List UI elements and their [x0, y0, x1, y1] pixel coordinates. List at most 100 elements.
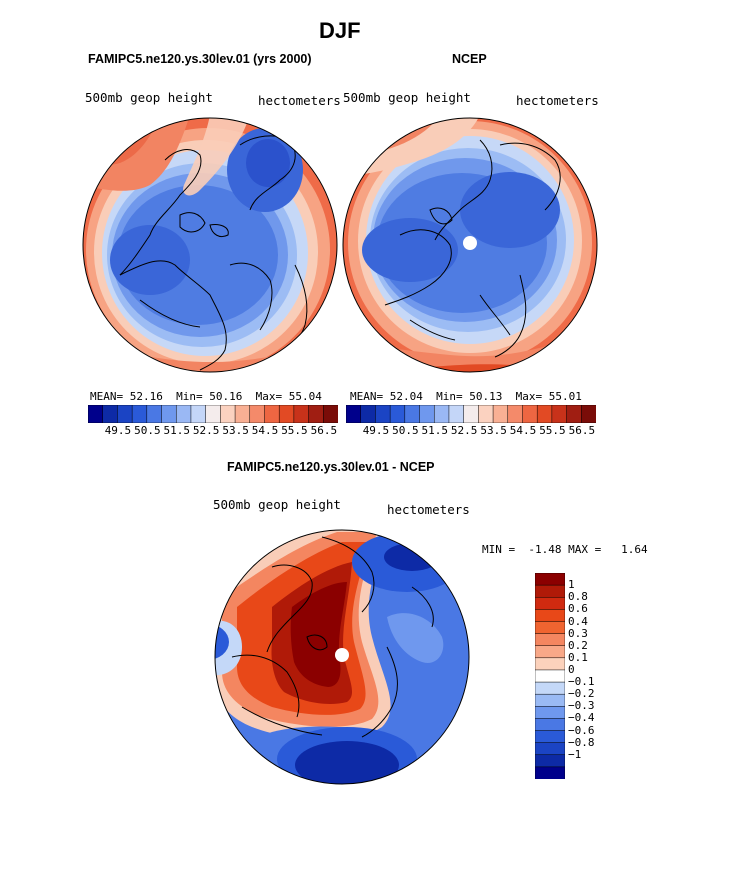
panel3-max-label: MAX = [568, 543, 602, 556]
panel1-colorbar-swatch [220, 405, 236, 423]
panel1-min-label: Min= [176, 390, 203, 403]
panel3-colorbar-tick-label: 0.8 [568, 590, 588, 604]
panel2-colorbar-swatch [463, 405, 479, 423]
panel3-colorbar [535, 573, 565, 779]
panel3-units-label: hectometers [387, 502, 470, 517]
panel1-field-label: 500mb geop height [85, 90, 213, 105]
panel2-colorbar-swatch [419, 405, 435, 423]
panel1-colorbar-swatch [146, 405, 163, 423]
panel3-colorbar-tick-label: 0 [568, 662, 575, 676]
panel2-colorbar-tick-label: 56.5 [568, 424, 596, 437]
panel2-colorbar-swatch [507, 405, 524, 423]
panel3-colorbar-tick-label: 0.1 [568, 650, 588, 664]
panel1-low-siberia-core [246, 139, 290, 187]
panel2-units-label: hectometers [516, 93, 599, 108]
panel2-colorbar-swatch [522, 405, 538, 423]
panel2-high-atlantic-core [380, 364, 560, 372]
panel2-colorbar-swatch [346, 405, 362, 423]
panel2-mean-value: 52.04 [389, 390, 423, 403]
panel2-colorbar-swatch [536, 405, 553, 423]
panel1-colorbar-ticks: 49.5 50.5 51.5 52.5 53.5 54.5 55.5 56.5 [88, 424, 348, 438]
panel2-colorbar-tick-label: 52.5 [450, 424, 478, 437]
panel1-colorbar-tick-label: 55.5 [281, 424, 308, 437]
panel1-colorbar-tick-label: 53.5 [222, 424, 249, 437]
panel3-colorbar-tick-label: −1 [568, 747, 582, 761]
panel2-coastlines [384, 139, 561, 358]
panel3-title: FAMIPC5.ne120.ys.30lev.01 - NCEP [227, 460, 435, 474]
panel3-polar-map [214, 529, 470, 785]
panel3-colorbar-tick-label: 0.4 [568, 614, 588, 628]
panel1-colorbar-swatch [117, 405, 133, 423]
panel3-colorbar-tick-label: 0.3 [568, 626, 588, 640]
panel3-colorbar-swatch [535, 766, 565, 779]
panel3-colorbar-tick-label: −0.8 [568, 735, 595, 749]
panel3-colorbar-swatch [535, 742, 565, 756]
panel2-mean-label: MEAN= [350, 390, 384, 403]
panel1-min-value: 50.16 [209, 390, 243, 403]
panel1-colorbar-swatch [88, 405, 104, 423]
panel3-colorbar-tick-label: 0.2 [568, 638, 588, 652]
panel2-colorbar-tick-label: 51.5 [421, 424, 449, 437]
panel2-colorbar-swatch [581, 405, 596, 423]
panel3-pos-core [290, 582, 347, 687]
panel3-colorbar-swatch [535, 706, 565, 719]
panel2-low-canada [362, 218, 458, 282]
panel2-colorbar-tick-label: 49.5 [362, 424, 390, 437]
panel1-colorbar-swatch [308, 405, 324, 423]
panel3-colorbar-swatch [535, 621, 565, 635]
panel1-colorbar-swatch [205, 405, 221, 423]
panel3-colorbar-swatch [535, 645, 565, 659]
panel3-colorbar-tick-label: −0.3 [568, 699, 595, 713]
panel1-low-canada [110, 225, 190, 295]
panel3-colorbar-swatch [535, 730, 565, 744]
panel3-neg-europe-core [295, 741, 399, 784]
panel3-colorbar-tick-label: −0.1 [568, 675, 595, 689]
panel1-mean-label: MEAN= [90, 390, 124, 403]
panel3-colorbar-swatch [535, 633, 565, 647]
panel1-max-label: Max= [255, 390, 283, 403]
panel1-title: FAMIPC5.ne120.ys.30lev.01 (yrs 2000) [88, 52, 312, 66]
panel1-colorbar-swatch [264, 405, 280, 423]
panel3-colorbar-tick-label: 1 [568, 578, 575, 592]
panel3-colorbar-swatch [535, 693, 565, 707]
panel3-colorbar-swatch [535, 718, 565, 732]
panel2-colorbar-tick-label: 50.5 [392, 424, 419, 437]
panel3-colorbar-swatch [535, 669, 565, 683]
panel2-colorbar-swatch [360, 405, 376, 423]
panel3-pole-mask [335, 648, 349, 662]
panel1-colorbar-tick-label: 50.5 [134, 424, 161, 437]
panel3-coastlines [231, 536, 434, 738]
panel1-max-value: 55.04 [288, 390, 322, 403]
panel3-colorbar-ticks: 1 0.8 0.6 0.4 0.3 0.2 0.1 0 −0.1 −0.2 −0.3 −0.4 −0.6… [568, 573, 628, 783]
panel3-stats: MIN = -1.48 MAX = 1.64 [482, 543, 648, 556]
panel3-colorbar-tick-label: −0.2 [568, 687, 595, 701]
panel2-colorbar-swatch [492, 405, 509, 423]
panel3-colorbar-tick-label: 0.6 [568, 602, 588, 616]
panel3-colorbar-tick-label: −0.4 [568, 711, 595, 725]
panel1-colorbar-swatch [249, 405, 266, 423]
panel3-colorbar-swatch [535, 596, 565, 610]
panel1-colorbar-swatch [131, 405, 148, 423]
panel1-colorbar-swatch [293, 405, 310, 423]
panel2-colorbar-ticks: 49.5 50.5 51.5 52.5 53.5 54.5 55.5 56.5 [346, 424, 606, 438]
panel2-max-label: Max= [515, 390, 543, 403]
panel1-colorbar-swatch [234, 405, 251, 423]
panel3-neg-east [387, 613, 444, 663]
panel2-colorbar-swatch [551, 405, 568, 423]
panel1-ridge-alaska [183, 118, 250, 196]
panel1-colorbar-swatch [323, 405, 338, 423]
panel2-colorbar-swatch [448, 405, 465, 423]
panel2-stats: MEAN= 52.04 Min= 50.13 Max= 55.01 [350, 390, 582, 403]
panel2-max-value: 55.01 [548, 390, 582, 403]
panel2-polar-map [342, 117, 598, 373]
panel1-colorbar-tick-label: 49.5 [104, 424, 132, 437]
panel1-colorbar-tick-label: 51.5 [163, 424, 191, 437]
panel1-colorbar-swatch [278, 405, 295, 423]
panel2-colorbar-tick-label: 53.5 [480, 424, 507, 437]
panel1-colorbar-tick-label: 56.5 [310, 424, 338, 437]
panel2-colorbar [346, 405, 596, 423]
panel3-max-value: 1.64 [621, 543, 648, 556]
panel2-colorbar-swatch [375, 405, 391, 423]
panel3-neg-pacific-core [215, 624, 229, 660]
panel1-colorbar-swatch [190, 405, 207, 423]
